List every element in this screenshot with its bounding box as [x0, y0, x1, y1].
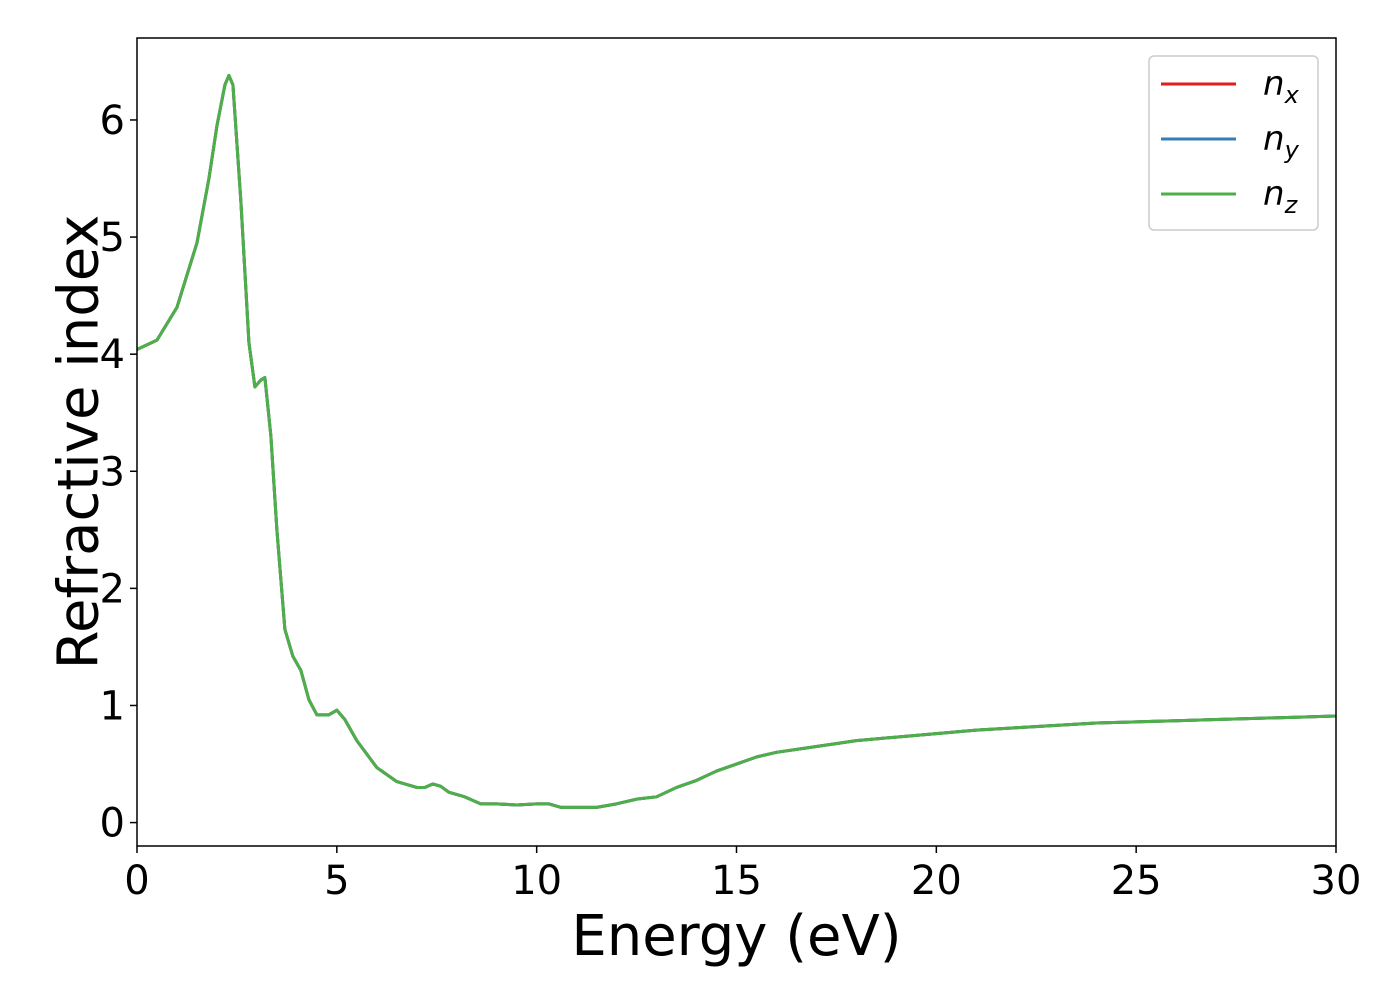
- y-tick-label: 5: [100, 215, 125, 261]
- series-line-nz: [136, 73, 1337, 809]
- y-tick-label: 6: [100, 98, 125, 144]
- y-tick-label: 2: [100, 566, 125, 612]
- legend-label-nx: nx: [1263, 64, 1300, 109]
- x-tick-label: 10: [511, 858, 562, 904]
- y-tick-label: 0: [100, 801, 125, 847]
- legend-label-ny: ny: [1263, 119, 1300, 164]
- x-axis-ticks: 0 5 10 15 20 25 30: [124, 846, 1361, 904]
- legend-box: [1148, 55, 1319, 231]
- x-tick-label: 30: [1311, 858, 1362, 904]
- y-axis-ticks: 0 1 2 3 4 5 6: [100, 98, 137, 847]
- x-tick-label: 15: [711, 858, 762, 904]
- x-tick-label: 5: [324, 858, 349, 904]
- legend-label-nz: nz: [1263, 174, 1299, 219]
- y-tick-label: 1: [100, 683, 125, 729]
- y-axis-label: Refractive index: [47, 215, 112, 670]
- x-tick-label: 20: [911, 858, 962, 904]
- y-tick-label: 3: [100, 449, 125, 495]
- legend: nx ny nz: [1148, 55, 1319, 231]
- x-tick-label: 0: [124, 858, 149, 904]
- x-axis-label: Energy (eV): [571, 904, 901, 969]
- x-tick-label: 25: [1111, 858, 1162, 904]
- y-tick-label: 4: [100, 332, 125, 378]
- series-layer: [136, 73, 1337, 809]
